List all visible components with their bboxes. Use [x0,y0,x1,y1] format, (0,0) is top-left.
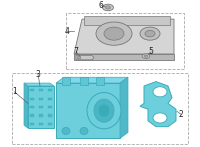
Ellipse shape [96,22,132,45]
Ellipse shape [99,105,109,116]
Bar [80,77,88,85]
Bar [39,106,43,108]
Bar [56,83,120,138]
Text: 6: 6 [99,1,103,10]
Text: 7: 7 [74,47,78,56]
Text: 1: 1 [12,87,17,96]
Ellipse shape [142,54,150,59]
Bar [30,123,34,125]
Text: 2: 2 [179,110,183,119]
Ellipse shape [77,56,81,59]
Ellipse shape [145,30,155,37]
Bar [30,89,34,91]
Bar [66,13,184,69]
Bar [30,97,34,100]
Ellipse shape [106,6,110,9]
Polygon shape [120,77,128,138]
Bar [28,86,54,128]
Bar [96,77,104,85]
Polygon shape [140,82,176,127]
Polygon shape [74,19,174,54]
Ellipse shape [144,55,148,57]
Bar [48,97,52,100]
Ellipse shape [94,99,114,122]
Ellipse shape [153,87,167,97]
Polygon shape [24,83,28,128]
Bar [48,114,52,117]
Ellipse shape [102,4,114,11]
Bar [48,89,52,91]
Bar [48,123,52,125]
Bar [39,114,43,117]
Bar [62,77,70,85]
Polygon shape [76,55,94,60]
Ellipse shape [80,127,88,135]
Bar [12,73,188,144]
Ellipse shape [153,113,167,123]
Polygon shape [56,77,128,83]
Text: 3: 3 [36,70,40,79]
Polygon shape [24,83,54,86]
Polygon shape [84,16,170,25]
Bar [39,89,43,91]
Ellipse shape [87,92,121,129]
Bar [30,106,34,108]
Text: 4: 4 [65,27,69,36]
Ellipse shape [104,27,124,40]
Bar [39,97,43,100]
Text: 5: 5 [149,47,153,56]
Bar [48,106,52,108]
Ellipse shape [140,27,160,40]
Ellipse shape [62,127,70,135]
Bar [30,114,34,117]
Polygon shape [74,54,174,60]
Bar [39,123,43,125]
